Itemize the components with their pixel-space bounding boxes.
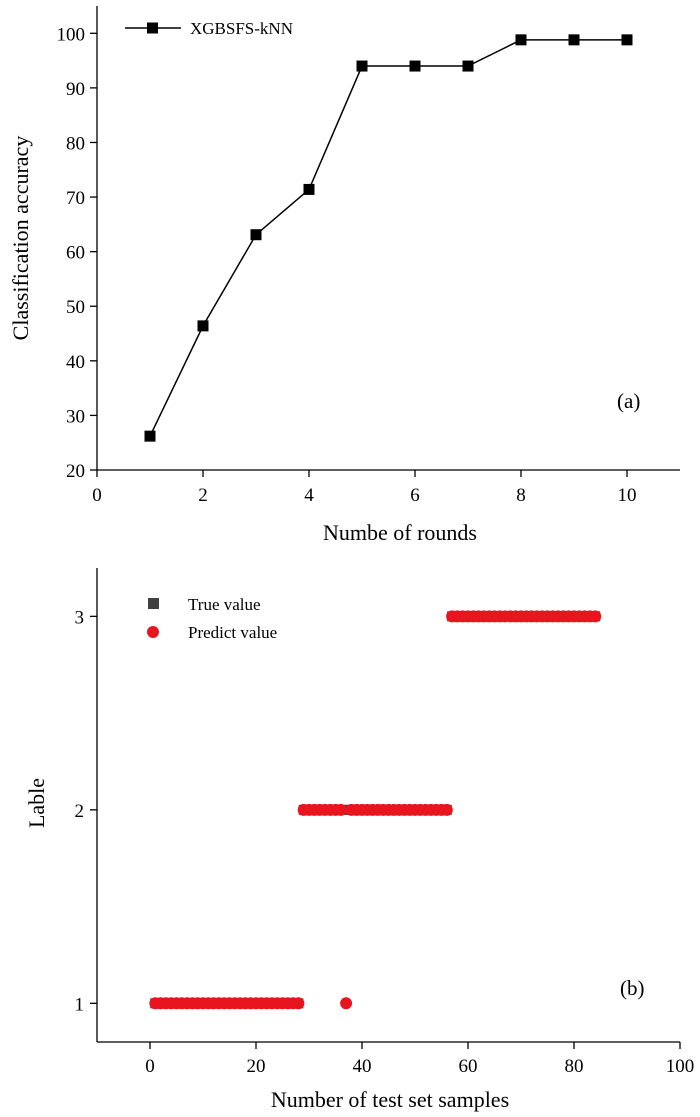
chart-b-legend: True value Predict value [147, 595, 277, 642]
data-point [356, 60, 368, 72]
legend-label-true-value: True value [188, 595, 261, 614]
data-point [303, 183, 315, 195]
chart-a-axes [96, 6, 680, 471]
data-point [515, 34, 527, 46]
y-tick-label: 30 [66, 406, 85, 427]
y-tick-label: 80 [66, 133, 85, 154]
legend-marker-xgbsfs-knn [147, 22, 158, 34]
y-tick-label: 40 [66, 352, 85, 373]
x-tick-label: 80 [565, 1056, 584, 1077]
legend-marker-true-value [148, 598, 159, 609]
series-line-xgbsfs-knn [149, 39, 627, 437]
data-point [144, 430, 156, 442]
predict-value-point [440, 803, 453, 816]
y-tick-label: 20 [66, 461, 85, 482]
data-point [250, 229, 262, 241]
x-tick-label: 2 [198, 485, 208, 506]
x-tick-label: 10 [618, 485, 637, 506]
x-tick-label: 40 [353, 1056, 372, 1077]
chart-b-y-ticks: 1 2 3 [75, 607, 97, 1015]
y-tick-label: 50 [66, 297, 85, 318]
y-tick-label: 70 [66, 188, 85, 209]
chart-b-annotation: (b) [620, 976, 645, 1000]
chart-a: 0 2 4 6 8 10 20 30 40 50 60 70 80 90 100 XGBSFS-kNN (… [8, 6, 680, 545]
data-point [568, 34, 580, 46]
x-tick-label: 0 [145, 1056, 155, 1077]
chart-a-y-ticks: 20 30 40 50 60 70 80 90 100 [57, 24, 97, 482]
y-tick-label: 90 [66, 79, 85, 100]
chart-a-y-axis-label: Classification accuracy [8, 136, 33, 341]
chart-b-x-axis-label: Number of test set samples [271, 1087, 509, 1112]
data-point [462, 60, 474, 72]
y-tick-label: 2 [75, 801, 85, 822]
x-tick-label: 100 [666, 1056, 695, 1077]
x-tick-label: 8 [516, 485, 526, 506]
chart-a-x-axis-label: Numbe of rounds [323, 520, 477, 545]
data-point [621, 34, 633, 46]
predict-value-point [292, 997, 305, 1010]
data-point [409, 60, 421, 72]
y-tick-label: 1 [75, 994, 85, 1015]
y-tick-label: 60 [66, 243, 85, 264]
y-tick-label: 100 [57, 24, 86, 45]
legend-label-xgbsfs-knn: XGBSFS-kNN [190, 19, 293, 38]
legend-label-predict-value: Predict value [188, 623, 277, 642]
data-point [197, 320, 209, 332]
chart-a-series [144, 34, 633, 442]
predict-value-point [340, 997, 353, 1010]
chart-a-annotation: (a) [617, 389, 640, 413]
x-tick-label: 60 [459, 1056, 478, 1077]
y-tick-label: 3 [75, 607, 85, 628]
chart-b: 0 20 40 60 80 100 1 2 3 True value Predict valu… [24, 568, 694, 1112]
chart-a-legend: XGBSFS-kNN [125, 19, 293, 38]
chart-b-axes [96, 568, 680, 1043]
legend-marker-predict-value [147, 626, 159, 638]
predict-value-point [334, 803, 347, 816]
chart-a-x-ticks: 0 2 4 6 8 10 [92, 470, 637, 506]
x-tick-label: 0 [92, 485, 102, 506]
chart-b-series [149, 610, 602, 1010]
chart-b-x-ticks: 0 20 40 60 80 100 [145, 1042, 694, 1077]
x-tick-label: 6 [410, 485, 420, 506]
x-tick-label: 4 [304, 485, 314, 506]
chart-b-y-axis-label: Lable [24, 778, 49, 828]
predict-value-point [589, 610, 602, 623]
x-tick-label: 20 [247, 1056, 266, 1077]
